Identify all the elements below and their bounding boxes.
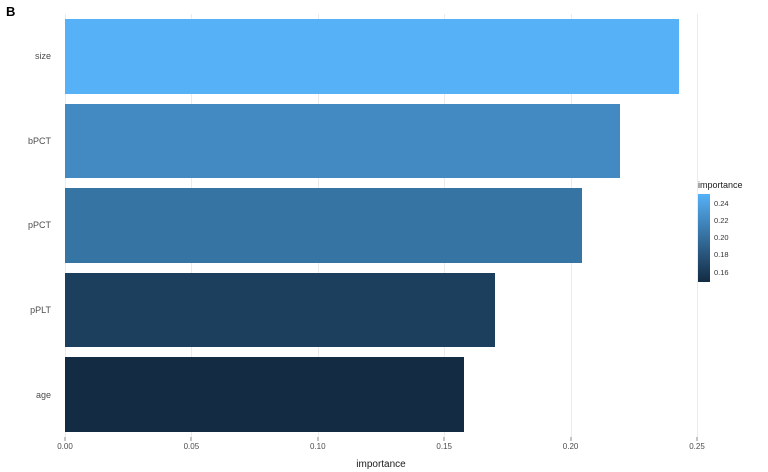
y-axis-label: size — [34, 51, 51, 62]
y-axis-label: pPLT — [30, 305, 51, 316]
y-axis-label: bPCT — [27, 135, 51, 146]
x-tick-label: 0.10 — [310, 442, 326, 451]
x-tick-mark — [190, 437, 192, 441]
bar-pPLT — [65, 272, 495, 348]
bar-row — [65, 99, 697, 184]
y-axis-labels: size bPCT pPCT pPLT age — [0, 14, 58, 437]
x-tick-label: 0.15 — [436, 442, 452, 451]
bar-pPCT — [65, 188, 582, 263]
x-tick-label: 0.25 — [689, 442, 705, 451]
legend: importance 0.24 0.22 0.20 0.18 0.16 — [698, 180, 766, 282]
legend-labels: 0.24 0.22 0.20 0.18 0.16 — [710, 194, 729, 282]
bar-age — [65, 357, 465, 432]
x-tick-mark — [64, 437, 66, 441]
legend-body: 0.24 0.22 0.20 0.18 0.16 — [698, 194, 766, 282]
bar-row — [65, 352, 697, 437]
x-tick-label: 0.00 — [57, 442, 73, 451]
bar-row — [65, 183, 697, 268]
x-tick-label: 0.05 — [183, 442, 200, 451]
legend-title: importance — [698, 180, 743, 190]
legend-label: 0.24 — [714, 199, 729, 208]
x-tick-mark — [696, 437, 698, 441]
bar-bPCT — [65, 103, 620, 179]
legend-label: 0.16 — [714, 267, 729, 277]
x-tick-mark — [570, 437, 572, 441]
legend-label: 0.18 — [714, 250, 729, 260]
bar-size — [65, 19, 680, 94]
plot-panel — [65, 14, 698, 437]
bar-row — [65, 268, 697, 353]
legend-label: 0.22 — [714, 216, 729, 226]
x-tick-mark — [317, 437, 319, 441]
x-axis-title: importance — [356, 459, 406, 470]
bars — [65, 14, 697, 437]
panel-label: B — [6, 4, 16, 19]
legend-label: 0.20 — [714, 233, 729, 243]
y-axis-label: pPCT — [27, 220, 51, 231]
legend-gradient-bar — [698, 194, 710, 282]
y-axis-label: age — [35, 389, 51, 400]
gridline — [697, 14, 698, 437]
x-axis-ticks: 0.00 0.05 0.10 0.15 0.20 0.25 — [57, 437, 705, 455]
bar-row — [65, 14, 697, 99]
x-tick-label: 0.20 — [562, 442, 579, 451]
x-tick-mark — [443, 437, 445, 441]
